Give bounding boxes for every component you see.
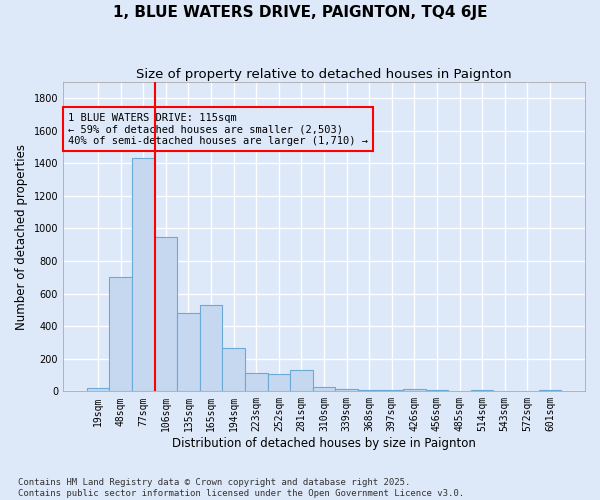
Text: Contains HM Land Registry data © Crown copyright and database right 2025.
Contai: Contains HM Land Registry data © Crown c…: [18, 478, 464, 498]
Y-axis label: Number of detached properties: Number of detached properties: [15, 144, 28, 330]
Bar: [87, 388, 109, 392]
Bar: [335, 389, 358, 392]
Bar: [155, 236, 177, 392]
Bar: [448, 390, 471, 392]
Title: Size of property relative to detached houses in Paignton: Size of property relative to detached ho…: [136, 68, 512, 80]
Bar: [245, 374, 268, 392]
Bar: [471, 390, 493, 392]
Text: 1, BLUE WATERS DRIVE, PAIGNTON, TQ4 6JE: 1, BLUE WATERS DRIVE, PAIGNTON, TQ4 6JE: [113, 5, 487, 20]
Bar: [539, 390, 561, 392]
Bar: [426, 390, 448, 392]
Text: 1 BLUE WATERS DRIVE: 115sqm
← 59% of detached houses are smaller (2,503)
40% of : 1 BLUE WATERS DRIVE: 115sqm ← 59% of det…: [68, 112, 368, 146]
Bar: [290, 370, 313, 392]
Bar: [380, 390, 403, 392]
Bar: [493, 390, 516, 392]
Bar: [132, 158, 155, 392]
Bar: [109, 277, 132, 392]
X-axis label: Distribution of detached houses by size in Paignton: Distribution of detached houses by size …: [172, 437, 476, 450]
Bar: [177, 313, 200, 392]
Bar: [313, 388, 335, 392]
Bar: [403, 389, 426, 392]
Bar: [268, 374, 290, 392]
Bar: [200, 305, 223, 392]
Bar: [223, 348, 245, 392]
Bar: [358, 390, 380, 392]
